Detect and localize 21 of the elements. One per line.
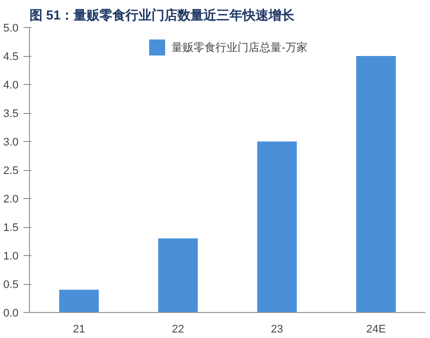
bar (257, 142, 297, 312)
y-tick-label: 1.0 (3, 250, 19, 262)
y-tick-label: 4.5 (3, 51, 19, 63)
x-tick-label: 22 (172, 324, 184, 336)
bar (158, 238, 198, 312)
bar (59, 290, 99, 312)
y-tick-label: 0.5 (3, 279, 19, 291)
bar (356, 56, 396, 312)
chart-title: 图 51：量贩零食行业门店数量近三年快速增长 (30, 8, 296, 22)
y-tick-label: 4.0 (3, 80, 19, 92)
x-tick-label: 24E (366, 324, 386, 336)
y-tick-label: 5.0 (3, 22, 19, 34)
x-tick-label: 21 (72, 324, 86, 336)
y-tick-label: 1.5 (3, 222, 19, 234)
y-tick-label: 2.0 (3, 194, 19, 206)
x-tick-label: 23 (270, 324, 284, 336)
legend-label: 量贩零食行业门店总量-万家 (172, 40, 308, 54)
y-tick-label: 3.0 (3, 136, 19, 148)
y-tick-label: 2.5 (3, 165, 19, 177)
y-tick-label: 0.0 (3, 308, 19, 320)
y-tick-label: 3.5 (3, 108, 19, 120)
